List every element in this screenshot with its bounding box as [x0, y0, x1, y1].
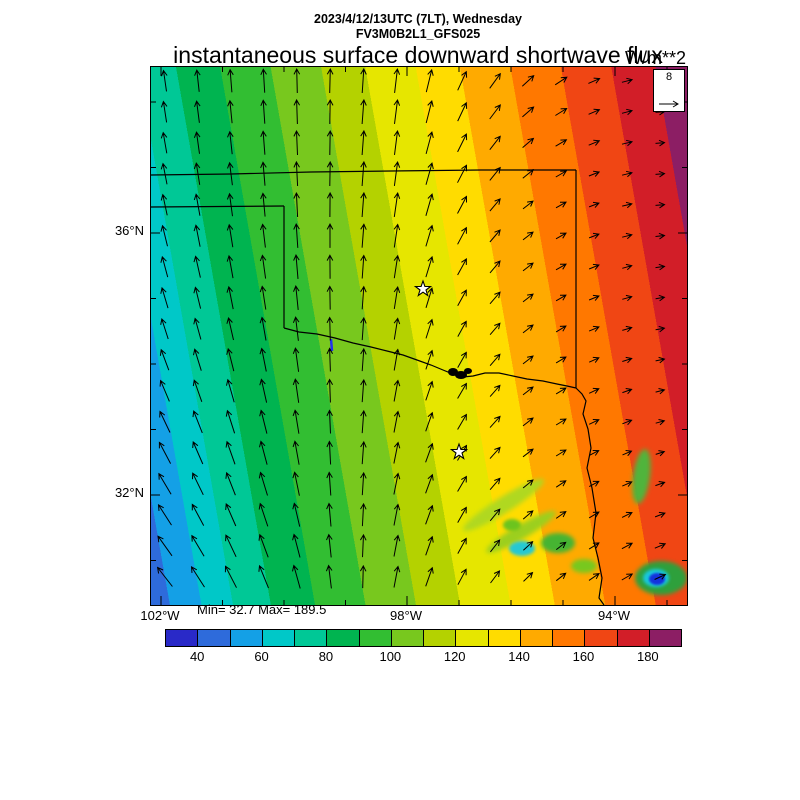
colorbar-tick-label: 40 — [189, 649, 205, 664]
colorbar-segment — [424, 630, 457, 646]
lakes — [448, 368, 472, 379]
colorbar-segment — [359, 630, 392, 646]
tx-east-border — [575, 387, 605, 605]
colorbar-segment — [488, 630, 521, 646]
lon-label: 98°W — [390, 608, 422, 623]
model-line: FV3M0B2L1_GFS025 — [355, 27, 481, 41]
units-label: W/m**2 — [624, 48, 686, 68]
lat-label: 32°N — [114, 485, 144, 500]
star-marker — [413, 279, 433, 297]
lat-label: 36°N — [114, 223, 144, 238]
lon-label: 94°W — [598, 608, 630, 623]
star-marker — [449, 442, 469, 460]
colorbar-segment — [327, 630, 360, 646]
colorbar-tick-label: 60 — [254, 649, 269, 664]
wind-arrows-path — [156, 67, 667, 589]
colorbar-segment — [649, 630, 681, 646]
cloud-patch — [541, 533, 575, 553]
map-overlay — [151, 67, 687, 605]
reference-vector-box: 8 — [653, 69, 685, 112]
colorbar-segment — [456, 630, 489, 646]
wind-vectors — [156, 67, 667, 589]
minmax-label: Min= 32.7 Max= 189.5 — [197, 602, 327, 617]
colorbar-segment — [520, 630, 553, 646]
colorbar-segment — [262, 630, 295, 646]
colorbar — [165, 629, 682, 647]
plot-title: instantaneous surface downward shortwave… — [173, 42, 663, 68]
cloud-patch — [509, 541, 535, 556]
colorbar-segment — [166, 630, 199, 646]
colorbar-tick-label: 160 — [572, 649, 595, 664]
colorbar-segment — [617, 630, 650, 646]
colorbar-tick-label: 100 — [379, 649, 402, 664]
colorbar-segment — [391, 630, 424, 646]
colorbar-segment — [230, 630, 263, 646]
datetime-line: 2023/4/12/13UTC (7LT), Wednesday — [314, 12, 522, 26]
river-mark — [329, 338, 334, 352]
state-borders — [151, 169, 605, 605]
city-star-markers — [413, 279, 469, 460]
colorbar-segment — [553, 630, 586, 646]
colorbar-segment — [198, 630, 231, 646]
cloud-patch — [571, 559, 597, 573]
colorbar-tick-label: 140 — [508, 649, 530, 664]
colorbar-tick-label: 180 — [636, 649, 659, 664]
map-panel: 8 — [150, 66, 688, 606]
reference-vector-value: 8 — [665, 71, 673, 83]
reference-vector-arrow — [659, 100, 679, 108]
colorbar-segment — [295, 630, 328, 646]
colorbar-tick-label: 80 — [318, 649, 334, 664]
lon-label: 102°W — [140, 608, 180, 623]
colorbar-tick-label: 120 — [443, 649, 466, 664]
colorbar-segment — [585, 630, 618, 646]
cloud-patch — [503, 519, 521, 531]
